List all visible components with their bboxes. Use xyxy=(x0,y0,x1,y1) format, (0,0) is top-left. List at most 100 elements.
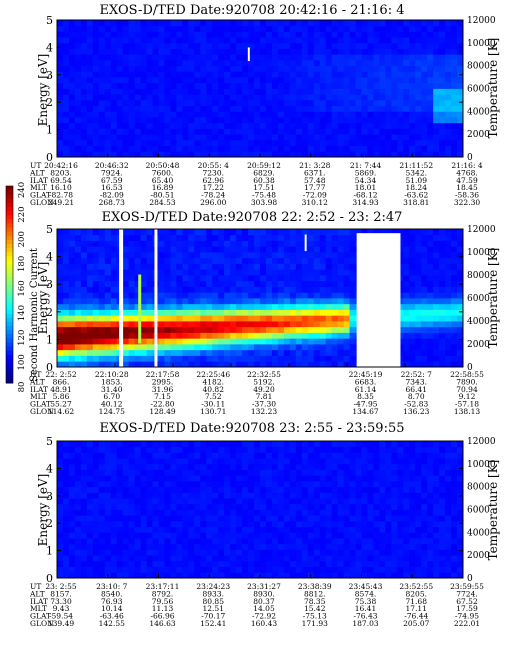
heatmap-cell xyxy=(289,532,297,539)
heatmap-cell xyxy=(325,509,333,516)
heatmap-cell xyxy=(224,321,231,328)
heatmap-cell xyxy=(74,252,82,259)
heatmap-cell xyxy=(224,338,231,345)
heatmap-cell xyxy=(439,139,446,146)
heatmap-cell xyxy=(140,349,147,356)
heatmap-cell xyxy=(325,492,333,499)
heatmap-cell xyxy=(379,515,386,522)
heatmap-cell xyxy=(313,486,321,493)
heatmap-cell xyxy=(283,515,291,522)
heatmap-cell xyxy=(361,31,368,38)
heatmap-cell xyxy=(349,65,356,72)
heatmap-cell xyxy=(236,99,243,107)
heatmap-cell xyxy=(122,458,130,465)
heatmap-cell xyxy=(301,269,309,276)
heatmap-cell xyxy=(98,25,106,32)
heatmap-cell xyxy=(212,503,219,510)
heatmap-cell xyxy=(128,257,136,264)
heatmap-cell xyxy=(421,463,428,470)
heatmap-cell xyxy=(122,469,130,476)
heatmap-cell xyxy=(212,263,219,270)
heatmap-cell xyxy=(427,486,434,493)
heatmap-cell xyxy=(218,515,225,522)
heatmap-cell xyxy=(224,349,231,356)
heatmap-cell xyxy=(277,509,285,516)
heatmap-cell xyxy=(367,48,374,55)
heatmap-cell xyxy=(397,298,404,305)
heatmap-cell xyxy=(433,361,440,368)
heatmap-cell xyxy=(265,452,273,459)
heatmap-cell xyxy=(403,349,410,356)
heatmap-cell xyxy=(349,361,356,368)
heatmap-cell xyxy=(319,446,327,453)
heatmap-cell xyxy=(86,469,94,476)
heatmap-cell xyxy=(242,326,249,333)
heatmap-cell xyxy=(236,65,243,72)
heatmap-cell xyxy=(122,263,130,270)
heatmap-cell xyxy=(403,25,410,32)
heatmap-cell xyxy=(146,25,153,32)
heatmap-cell xyxy=(74,71,82,78)
table-cell: 134.67 xyxy=(352,407,378,416)
heatmap-cell xyxy=(415,469,422,476)
heatmap-cell xyxy=(325,332,333,339)
heatmap-cell xyxy=(367,59,374,67)
heatmap-cell xyxy=(170,286,177,293)
heatmap-cell xyxy=(158,42,165,49)
heatmap-cell xyxy=(176,252,183,259)
heatmap-cell xyxy=(325,303,333,310)
heatmap-cell xyxy=(80,543,88,550)
y2-tick-label: 2000 xyxy=(467,130,490,140)
heatmap-cell xyxy=(319,257,327,264)
heatmap-cell xyxy=(242,361,249,368)
heatmap-cell xyxy=(415,128,422,135)
heatmap-cell xyxy=(80,309,88,316)
heatmap-cell xyxy=(331,292,339,299)
heatmap-cell xyxy=(182,332,189,339)
heatmap-cell xyxy=(242,469,249,476)
table-cell: 57.48 xyxy=(304,176,326,185)
heatmap-cell xyxy=(325,59,333,67)
table-cell: 1853. xyxy=(101,377,122,386)
heatmap-cell xyxy=(367,111,374,118)
heatmap-cell xyxy=(206,117,213,124)
heatmap-cell xyxy=(427,99,434,107)
heatmap-cell xyxy=(379,20,386,27)
heatmap-cell xyxy=(224,486,231,493)
table-row-label: ALT xyxy=(29,168,45,177)
heatmap-cell xyxy=(57,122,64,129)
heatmap-cell xyxy=(343,88,350,95)
heatmap-cell xyxy=(194,42,201,49)
heatmap-cell xyxy=(218,117,225,124)
heatmap-cell xyxy=(385,139,392,146)
heatmap-cell xyxy=(92,82,100,89)
heatmap-cell xyxy=(80,469,88,476)
heatmap-cell xyxy=(230,480,237,488)
heatmap-cell xyxy=(277,349,285,356)
heatmap-cell xyxy=(295,458,303,465)
heatmap-cell xyxy=(74,269,82,276)
heatmap-cell xyxy=(116,452,124,459)
table-row-label: GLAT xyxy=(30,191,51,200)
heatmap-cell xyxy=(128,498,136,505)
heatmap-cell xyxy=(170,469,177,476)
heatmap-cell xyxy=(349,139,356,146)
heatmap-cell xyxy=(110,292,118,299)
heatmap-cell xyxy=(80,280,88,287)
heatmap-cell xyxy=(385,54,392,61)
heatmap-cell xyxy=(86,269,94,276)
heatmap-cell xyxy=(325,42,333,49)
heatmap-cell xyxy=(146,292,153,299)
heatmap-cell xyxy=(212,292,219,299)
heatmap-cell xyxy=(200,572,207,579)
heatmap-cell xyxy=(391,82,398,89)
heatmap-cell xyxy=(224,326,231,333)
heatmap-cell xyxy=(212,20,219,27)
heatmap-cell xyxy=(68,151,76,158)
heatmap-cell xyxy=(337,492,344,499)
heatmap-cell xyxy=(451,145,458,152)
heatmap-cell xyxy=(260,105,267,112)
heatmap-cell xyxy=(349,526,356,533)
heatmap-cell xyxy=(343,25,350,32)
heatmap-cell xyxy=(409,338,416,345)
